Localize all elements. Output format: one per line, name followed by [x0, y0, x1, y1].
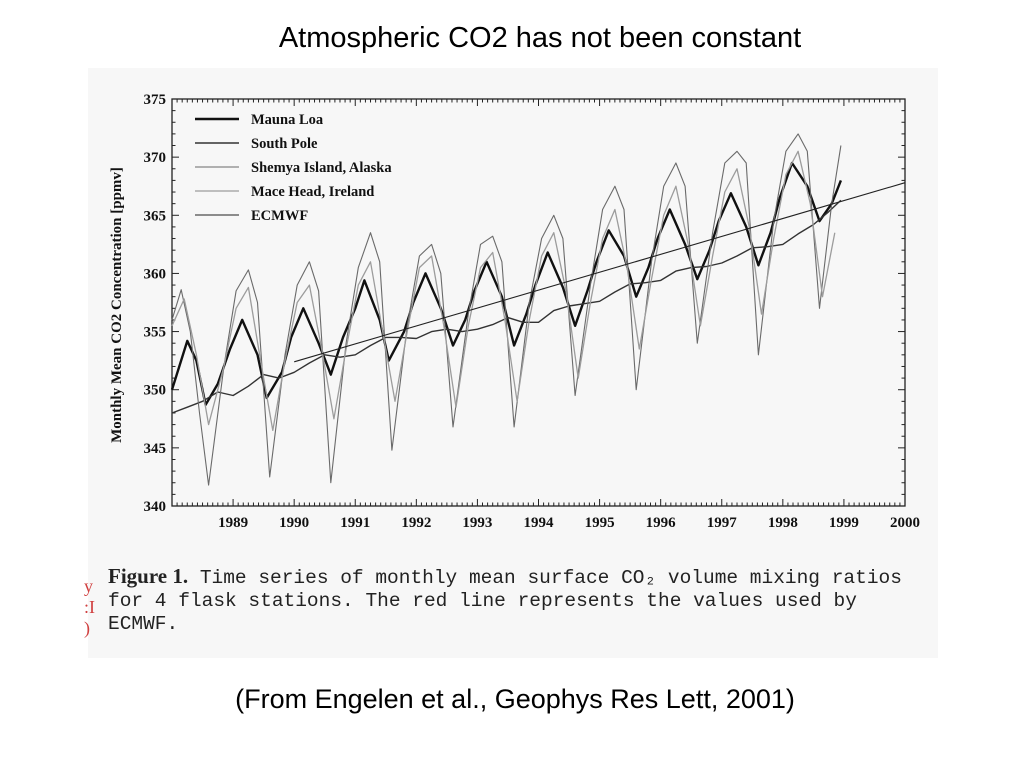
figure-caption: Figure 1. Time series of monthly mean su…	[108, 565, 938, 636]
x-tick-label: 1989	[218, 515, 248, 531]
x-tick-label: 1990	[279, 515, 309, 531]
legend-label: Mace Head, Ireland	[251, 184, 374, 200]
caption-label: Figure 1.	[108, 564, 189, 588]
x-tick-label: 1996	[646, 515, 677, 531]
series-lines	[170, 133, 906, 486]
x-tick-label: 1994	[524, 515, 555, 531]
legend-label: Mauna Loa	[251, 112, 324, 128]
scanned-figure	[88, 68, 938, 658]
x-tick-label: 1993	[462, 515, 492, 531]
x-tick-label: 1998	[768, 515, 798, 531]
x-tick-label: 2000	[890, 515, 920, 531]
axes: 340 345 350 355 360 365 370 375 1989 1990 1991 1992…	[144, 92, 921, 531]
legend-label: South Pole	[251, 136, 318, 152]
x-tick-label: 1997	[707, 515, 738, 531]
x-tick-label: 1999	[829, 515, 859, 531]
legend-label: Shemya Island, Alaska	[251, 160, 392, 176]
y-tick-label: 365	[144, 208, 167, 224]
caption-text: Time series of monthly mean surface CO₂ …	[108, 567, 902, 635]
x-tick-label: 1991	[340, 515, 370, 531]
legend: Mauna Loa South Pole Shemya Island, Alaska…	[195, 112, 392, 224]
series-line-mace-head-ireland	[171, 150, 836, 432]
y-tick-label: 345	[144, 441, 167, 457]
y-tick-label: 355	[144, 325, 167, 341]
x-tick-label: 1995	[585, 515, 615, 531]
x-tick-label: 1992	[401, 515, 431, 531]
slide-title: Atmospheric CO2 has not been constant	[278, 22, 802, 54]
y-axis-label: Monthly Mean CO2 Concentration [ppmv]	[109, 167, 125, 443]
series-line-ecmwf	[294, 182, 906, 363]
y-tick-label: 340	[144, 499, 167, 515]
legend-label: ECMWF	[251, 208, 308, 224]
y-tick-label: 375	[144, 92, 167, 108]
y-tick-label: 360	[144, 266, 167, 282]
y-tick-label: 370	[144, 150, 167, 166]
citation: (From Engelen et al., Geophys Res Lett, …	[235, 684, 795, 714]
y-tick-label: 350	[144, 383, 167, 399]
series-line-shemya-island-alaska	[171, 133, 842, 486]
margin-fragment: y :I )	[84, 576, 95, 638]
series-line-south-pole	[171, 199, 842, 414]
